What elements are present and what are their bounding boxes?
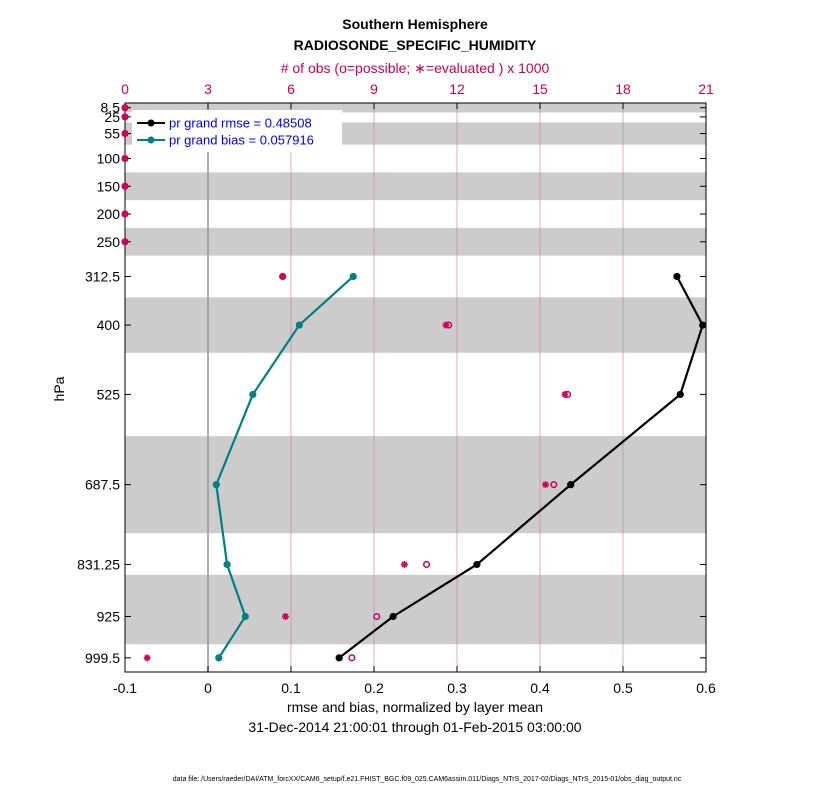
legend-bias-marker [147, 136, 155, 144]
legend-rmse-marker [147, 119, 155, 127]
data-file-footer: data file: /Users/raeder/DAI/ATM_forcXX/… [173, 776, 682, 783]
shaded-band [125, 103, 706, 113]
legend-rmse-label: pr grand rmse = 0.48508 [169, 116, 312, 131]
top-tick-labels: 0 3 6 9 12 15 18 21 [121, 81, 714, 97]
rmse-point [335, 654, 343, 662]
top-tick-label: 12 [449, 81, 465, 97]
chart-title: Southern Hemisphere [342, 16, 488, 32]
bias-point [212, 481, 220, 489]
rmse-point [676, 390, 684, 399]
shaded-band [125, 172, 706, 201]
bias-point [295, 321, 303, 329]
obs-evaluated-marker [561, 390, 569, 398]
obs-evaluated-marker [121, 130, 129, 138]
x-tick-label: 0.1 [281, 680, 301, 696]
y-tick-label: 8.5 [101, 100, 121, 116]
y-tick-label: 925 [97, 608, 121, 624]
x-tick-label: 0.3 [447, 680, 467, 696]
top-tick-label: 18 [615, 81, 631, 97]
y-tick-label: 200 [97, 206, 121, 222]
obs-evaluated-marker [279, 272, 287, 280]
x-axis-label: rmse and bias, normalized by layer mean [287, 699, 543, 715]
obs-evaluated-marker [121, 238, 129, 246]
top-axis-label: # of obs (o=possible; ∗=evaluated ) x 10… [281, 60, 550, 76]
y-tick-label: 250 [97, 234, 121, 250]
obs-possible-marker [373, 612, 381, 621]
obs-possible-marker [550, 481, 558, 489]
obs-evaluated-marker [121, 104, 129, 112]
y-tick-label: 55 [104, 126, 120, 142]
obs-evaluated-marker [400, 560, 408, 568]
chart-subtitle: RADIOSONDE_SPECIFIC_HUMIDITY [294, 37, 537, 53]
top-tick-label: 21 [698, 81, 714, 97]
y-tick-label: 999.5 [85, 650, 120, 666]
obs-evaluated-marker [542, 481, 550, 489]
obs-evaluated-marker [281, 612, 289, 620]
obs-evaluated-marker [121, 210, 129, 218]
plot-frame [124, 102, 707, 673]
series [212, 272, 707, 662]
top-tick-label: 6 [287, 81, 295, 97]
obs-evaluated-marker [121, 155, 129, 163]
y-tick-label: 525 [97, 386, 121, 402]
y-tick-label: 150 [97, 178, 121, 194]
obs-evaluated-marker [121, 182, 129, 190]
top-tick-label: 15 [532, 81, 548, 97]
shaded-band [125, 436, 706, 534]
x-tick-label: 0.6 [696, 680, 716, 696]
rmse-point [567, 481, 575, 489]
y-tick-label: 100 [97, 151, 121, 167]
rmse-point [389, 612, 397, 621]
obs-possible-marker [348, 654, 356, 662]
y-axis-label: hPa [51, 376, 67, 401]
rmse-point [699, 321, 707, 329]
top-tick-label: 9 [370, 81, 378, 97]
bias-point [349, 272, 357, 281]
y-tick-label: 25 [104, 109, 120, 125]
x-tick-label: 0 [204, 680, 212, 696]
bias-point [215, 654, 223, 662]
shaded-band [125, 574, 706, 645]
shaded-bands [125, 103, 706, 645]
y-tick-label: 400 [97, 317, 121, 333]
shaded-band [125, 227, 706, 256]
y-tick-label: 831.25 [77, 556, 120, 572]
x-tick-labels: -0.1 0 0.1 0.2 0.3 0.4 0.5 0.6 [113, 680, 716, 696]
top-tick-label: 0 [121, 81, 129, 97]
y-tick-label: 687.5 [85, 477, 120, 493]
x-tick-label: -0.1 [113, 680, 137, 696]
x-tick-label: 0.2 [364, 680, 384, 696]
bias-point [241, 612, 249, 621]
legend-bias-label: pr grand bias = 0.057916 [169, 133, 314, 148]
obs-markers [121, 104, 572, 662]
rmse-point [473, 560, 481, 569]
shaded-band [125, 297, 706, 353]
legend: pr grand rmse = 0.48508 pr grand bias = … [132, 110, 342, 152]
obs-evaluated-marker [121, 113, 129, 121]
x-tick-label: 0.5 [613, 680, 633, 696]
obs-evaluated-marker [143, 654, 151, 662]
date-range: 31-Dec-2014 21:00:01 through 01-Feb-2015… [248, 719, 581, 735]
obs-possible-marker [423, 560, 431, 568]
rmse-point [673, 272, 681, 281]
obs-evaluated-marker [442, 321, 450, 329]
x-tick-label: 0.4 [530, 680, 550, 696]
bias-point [223, 560, 231, 569]
legend-box [132, 110, 342, 152]
bias-point [249, 390, 257, 399]
top-tick-label: 3 [204, 81, 212, 97]
y-tick-label: 312.5 [85, 268, 120, 284]
